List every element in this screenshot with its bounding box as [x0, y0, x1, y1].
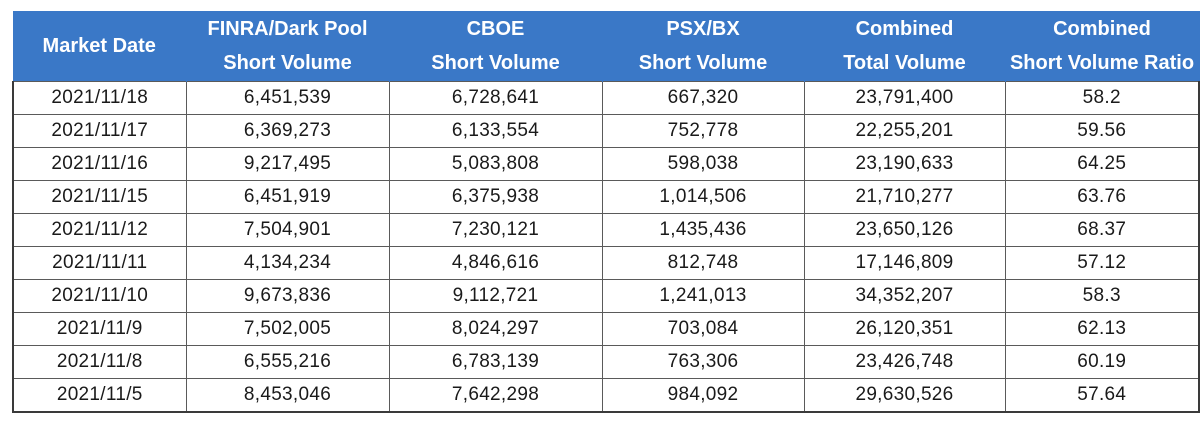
cell-finra-short-volume: 6,451,919	[185, 180, 390, 214]
table-row: 2021/11/8 6,555,216 6,783,139 763,306 23…	[12, 345, 1200, 379]
cell-finra-short-volume: 7,502,005	[185, 312, 390, 346]
cell-psx-bx-short-volume: 703,084	[601, 312, 805, 346]
cell-short-volume-ratio: 62.13	[1004, 312, 1200, 346]
table-row: 2021/11/16 9,217,495 5,083,808 598,038 2…	[12, 147, 1200, 181]
cell-cboe-short-volume: 6,783,139	[388, 345, 603, 379]
short-volume-table: Market Date FINRA/Dark Pool Short Volume…	[12, 11, 1200, 413]
cell-cboe-short-volume: 4,846,616	[388, 246, 603, 280]
table-body: 2021/11/18 6,451,539 6,728,641 667,320 2…	[12, 81, 1200, 413]
short-volume-table-container: Market Date FINRA/Dark Pool Short Volume…	[12, 11, 1200, 413]
header-psx-bx-short-volume: PSX/BX Short Volume	[602, 11, 805, 82]
cell-short-volume-ratio: 57.64	[1004, 378, 1200, 413]
table-row: 2021/11/10 9,673,836 9,112,721 1,241,013…	[12, 279, 1200, 313]
cell-short-volume-ratio: 58.3	[1004, 279, 1200, 313]
header-label: Total Volume	[843, 52, 966, 74]
header-label: Short Volume	[223, 52, 352, 74]
cell-psx-bx-short-volume: 752,778	[601, 114, 805, 148]
cell-market-date: 2021/11/5	[12, 378, 187, 413]
cell-combined-total-volume: 23,190,633	[803, 147, 1006, 181]
cell-cboe-short-volume: 9,112,721	[388, 279, 603, 313]
header-combined-total-volume: Combined Total Volume	[804, 11, 1006, 82]
table-header: Market Date FINRA/Dark Pool Short Volume…	[13, 11, 1200, 82]
table-row: 2021/11/15 6,451,919 6,375,938 1,014,506…	[12, 180, 1200, 214]
header-cboe-short-volume: CBOE Short Volume	[389, 11, 603, 82]
cell-psx-bx-short-volume: 598,038	[601, 147, 805, 181]
cell-cboe-short-volume: 6,375,938	[388, 180, 603, 214]
cell-finra-short-volume: 7,504,901	[185, 213, 390, 247]
cell-short-volume-ratio: 58.2	[1004, 81, 1200, 115]
header-label: Short Volume	[638, 52, 768, 74]
cell-market-date: 2021/11/11	[12, 246, 187, 280]
cell-short-volume-ratio: 59.56	[1004, 114, 1200, 148]
cell-finra-short-volume: 4,134,234	[185, 246, 390, 280]
header-label: Combined	[855, 18, 954, 40]
cell-finra-short-volume: 8,453,046	[185, 378, 390, 413]
cell-short-volume-ratio: 68.37	[1004, 213, 1200, 247]
cell-finra-short-volume: 6,555,216	[185, 345, 390, 379]
cell-combined-total-volume: 23,791,400	[803, 81, 1006, 115]
header-label: Short Volume Ratio	[1009, 52, 1195, 74]
cell-psx-bx-short-volume: 667,320	[601, 81, 805, 115]
cell-cboe-short-volume: 6,728,641	[388, 81, 603, 115]
cell-market-date: 2021/11/16	[12, 147, 187, 181]
header-label: FINRA/Dark Pool	[207, 18, 368, 40]
cell-cboe-short-volume: 7,230,121	[388, 213, 603, 247]
cell-market-date: 2021/11/17	[12, 114, 187, 148]
header-row: Market Date FINRA/Dark Pool Short Volume…	[13, 11, 1200, 82]
cell-combined-total-volume: 23,650,126	[803, 213, 1006, 247]
cell-psx-bx-short-volume: 1,435,436	[601, 213, 805, 247]
cell-combined-total-volume: 23,426,748	[803, 345, 1006, 379]
cell-market-date: 2021/11/8	[12, 345, 187, 379]
cell-combined-total-volume: 34,352,207	[803, 279, 1006, 313]
cell-short-volume-ratio: 57.12	[1004, 246, 1200, 280]
cell-psx-bx-short-volume: 763,306	[601, 345, 805, 379]
cell-finra-short-volume: 6,451,539	[185, 81, 390, 115]
header-label: Short Volume	[431, 52, 560, 74]
cell-market-date: 2021/11/10	[12, 279, 187, 313]
cell-combined-total-volume: 29,630,526	[803, 378, 1006, 413]
cell-finra-short-volume: 9,673,836	[185, 279, 390, 313]
cell-psx-bx-short-volume: 984,092	[601, 378, 805, 413]
table-row: 2021/11/9 7,502,005 8,024,297 703,084 26…	[12, 312, 1200, 346]
table-row: 2021/11/12 7,504,901 7,230,121 1,435,436…	[12, 213, 1200, 247]
header-label: CBOE	[466, 18, 525, 40]
table-row: 2021/11/18 6,451,539 6,728,641 667,320 2…	[12, 81, 1200, 115]
header-market-date: Market Date	[13, 11, 187, 82]
header-label: Combined	[1053, 18, 1151, 40]
cell-combined-total-volume: 22,255,201	[803, 114, 1006, 148]
cell-combined-total-volume: 26,120,351	[803, 312, 1006, 346]
header-label: PSX/BX	[666, 18, 740, 40]
cell-psx-bx-short-volume: 1,014,506	[601, 180, 805, 214]
cell-short-volume-ratio: 64.25	[1004, 147, 1200, 181]
header-combined-short-volume-ratio: Combined Short Volume Ratio	[1005, 11, 1200, 82]
cell-psx-bx-short-volume: 812,748	[601, 246, 805, 280]
cell-market-date: 2021/11/9	[12, 312, 187, 346]
cell-combined-total-volume: 21,710,277	[803, 180, 1006, 214]
table-row: 2021/11/5 8,453,046 7,642,298 984,092 29…	[12, 378, 1200, 413]
table-row: 2021/11/11 4,134,234 4,846,616 812,748 1…	[12, 246, 1200, 280]
header-finra-short-volume: FINRA/Dark Pool Short Volume	[186, 11, 390, 82]
cell-short-volume-ratio: 63.76	[1004, 180, 1200, 214]
cell-market-date: 2021/11/15	[12, 180, 187, 214]
table-row: 2021/11/17 6,369,273 6,133,554 752,778 2…	[12, 114, 1200, 148]
header-label: Market Date	[42, 35, 156, 57]
cell-cboe-short-volume: 5,083,808	[388, 147, 603, 181]
cell-cboe-short-volume: 7,642,298	[388, 378, 603, 413]
cell-market-date: 2021/11/12	[12, 213, 187, 247]
cell-finra-short-volume: 9,217,495	[185, 147, 390, 181]
cell-finra-short-volume: 6,369,273	[185, 114, 390, 148]
cell-cboe-short-volume: 6,133,554	[388, 114, 603, 148]
cell-cboe-short-volume: 8,024,297	[388, 312, 603, 346]
cell-combined-total-volume: 17,146,809	[803, 246, 1006, 280]
cell-psx-bx-short-volume: 1,241,013	[601, 279, 805, 313]
cell-market-date: 2021/11/18	[12, 81, 187, 115]
cell-short-volume-ratio: 60.19	[1004, 345, 1200, 379]
